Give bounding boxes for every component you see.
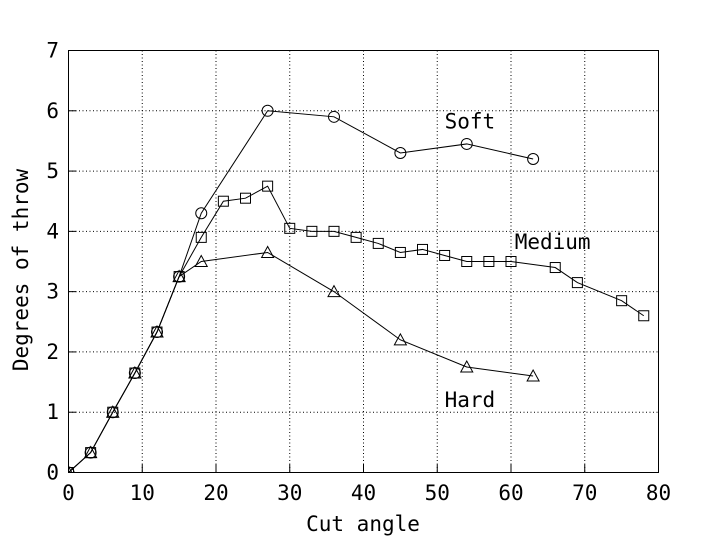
square-marker bbox=[328, 225, 340, 237]
square-marker bbox=[439, 249, 451, 261]
square-marker bbox=[549, 262, 561, 274]
x-tick-label: 60 bbox=[498, 481, 523, 505]
triangle-marker bbox=[68, 465, 73, 473]
square-marker bbox=[306, 225, 318, 237]
series-label-soft: Soft bbox=[445, 109, 496, 133]
x-tick-label: 0 bbox=[62, 481, 75, 505]
plot-border bbox=[68, 50, 659, 473]
axis-ticks bbox=[68, 110, 586, 473]
x-tick-label: 70 bbox=[572, 481, 597, 505]
triangle-marker bbox=[194, 254, 209, 267]
triangle-marker bbox=[150, 324, 164, 338]
y-tick-label: 0 bbox=[46, 461, 59, 485]
y-tick-label: 1 bbox=[46, 400, 59, 424]
x-tick-label: 10 bbox=[130, 481, 155, 505]
triangle-marker bbox=[459, 359, 474, 373]
circle-marker bbox=[460, 137, 473, 150]
x-tick-label: 50 bbox=[425, 481, 450, 505]
circle-marker bbox=[195, 207, 208, 220]
series-label-medium: Medium bbox=[515, 230, 591, 254]
triangle-marker bbox=[526, 368, 540, 382]
square-marker bbox=[483, 256, 495, 267]
triangle-marker bbox=[105, 405, 120, 418]
triangle-marker bbox=[393, 332, 408, 346]
square-marker bbox=[571, 277, 583, 289]
square-marker bbox=[350, 231, 362, 243]
square-marker bbox=[505, 256, 517, 267]
series-hard bbox=[68, 245, 540, 473]
y-tick-label: 4 bbox=[46, 219, 59, 243]
gridlines bbox=[68, 50, 659, 473]
triangle-marker bbox=[128, 365, 142, 379]
series-label-hard: Hard bbox=[445, 388, 496, 412]
y-axis-title: Degrees of throw bbox=[9, 168, 33, 372]
square-marker bbox=[195, 231, 207, 243]
square-marker bbox=[638, 310, 650, 322]
square-marker bbox=[616, 295, 628, 307]
series-labels: Soft Medium Hard bbox=[445, 109, 591, 412]
square-marker bbox=[417, 243, 428, 255]
triangle-marker bbox=[327, 284, 341, 298]
x-tick-label: 30 bbox=[277, 481, 302, 505]
square-marker bbox=[217, 195, 229, 207]
triangle-marker bbox=[83, 445, 98, 459]
circle-marker bbox=[527, 153, 540, 166]
square-marker bbox=[372, 237, 384, 249]
data-series bbox=[68, 104, 650, 473]
square-marker bbox=[262, 180, 274, 192]
y-tick-label: 3 bbox=[46, 280, 59, 304]
x-tick-label: 40 bbox=[351, 481, 376, 505]
series-medium bbox=[68, 180, 650, 473]
tick-labels: 0 10 20 30 40 50 60 70 80 0 1 2 3 4 5 6 7 bbox=[46, 39, 671, 506]
square-marker bbox=[394, 246, 406, 258]
y-tick-label: 2 bbox=[46, 340, 59, 364]
series-soft bbox=[68, 104, 540, 473]
x-tick-label: 20 bbox=[203, 481, 228, 505]
circle-marker bbox=[394, 146, 407, 159]
square-marker bbox=[284, 222, 296, 234]
x-axis-title: Cut angle bbox=[306, 512, 420, 536]
soft-line bbox=[68, 110, 534, 473]
circle-marker bbox=[328, 110, 340, 123]
circle-marker bbox=[261, 104, 274, 117]
square-marker bbox=[240, 192, 251, 204]
x-tick-label: 80 bbox=[646, 481, 671, 505]
hard-line bbox=[68, 251, 534, 473]
triangle-marker bbox=[172, 269, 186, 283]
y-tick-label: 7 bbox=[46, 39, 59, 63]
plot-box bbox=[68, 50, 659, 473]
square-marker bbox=[461, 256, 473, 267]
triangle-marker bbox=[260, 245, 275, 258]
y-tick-label: 6 bbox=[46, 99, 59, 123]
y-tick-label: 5 bbox=[46, 159, 59, 183]
